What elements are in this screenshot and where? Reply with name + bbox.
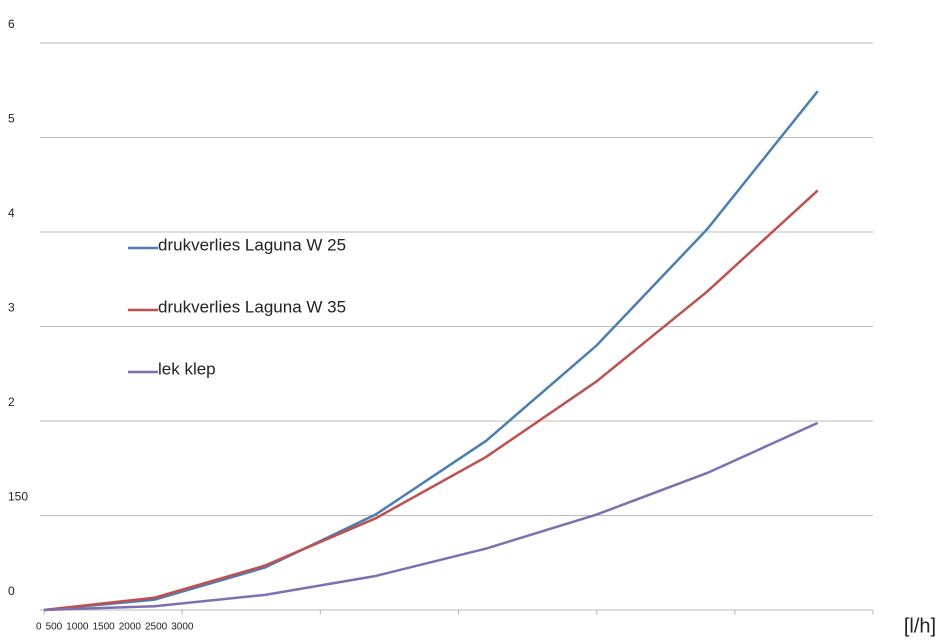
y-tick-label: 150 [8, 490, 28, 504]
y-tick-label: 3 [8, 301, 15, 315]
legend-label: drukverlies Laguna W 25 [158, 235, 346, 254]
x-tick-label: 2000 [119, 622, 142, 633]
x-axis-label: [l/h] [904, 615, 936, 637]
x-tick-label: 1000 [66, 622, 89, 633]
line [43, 421, 819, 612]
line [43, 90, 819, 612]
x-tick-label: 500 [46, 622, 63, 633]
x-tick-label: 0 [36, 622, 42, 633]
x-tick-label: 1500 [93, 622, 116, 633]
x-tick-label: 2500 [145, 622, 168, 633]
line [43, 189, 819, 612]
legend-label: lek klep [158, 359, 216, 378]
y-tick-label: 6 [8, 17, 15, 31]
x-tick-label: 3000 [171, 622, 194, 633]
y-tick-label: 2 [8, 395, 15, 409]
legend-label: drukverlies Laguna W 35 [158, 297, 346, 316]
y-tick-label: 4 [8, 206, 15, 220]
y-tick-label: 5 [8, 112, 15, 126]
y-tick-label: 0 [8, 584, 15, 598]
